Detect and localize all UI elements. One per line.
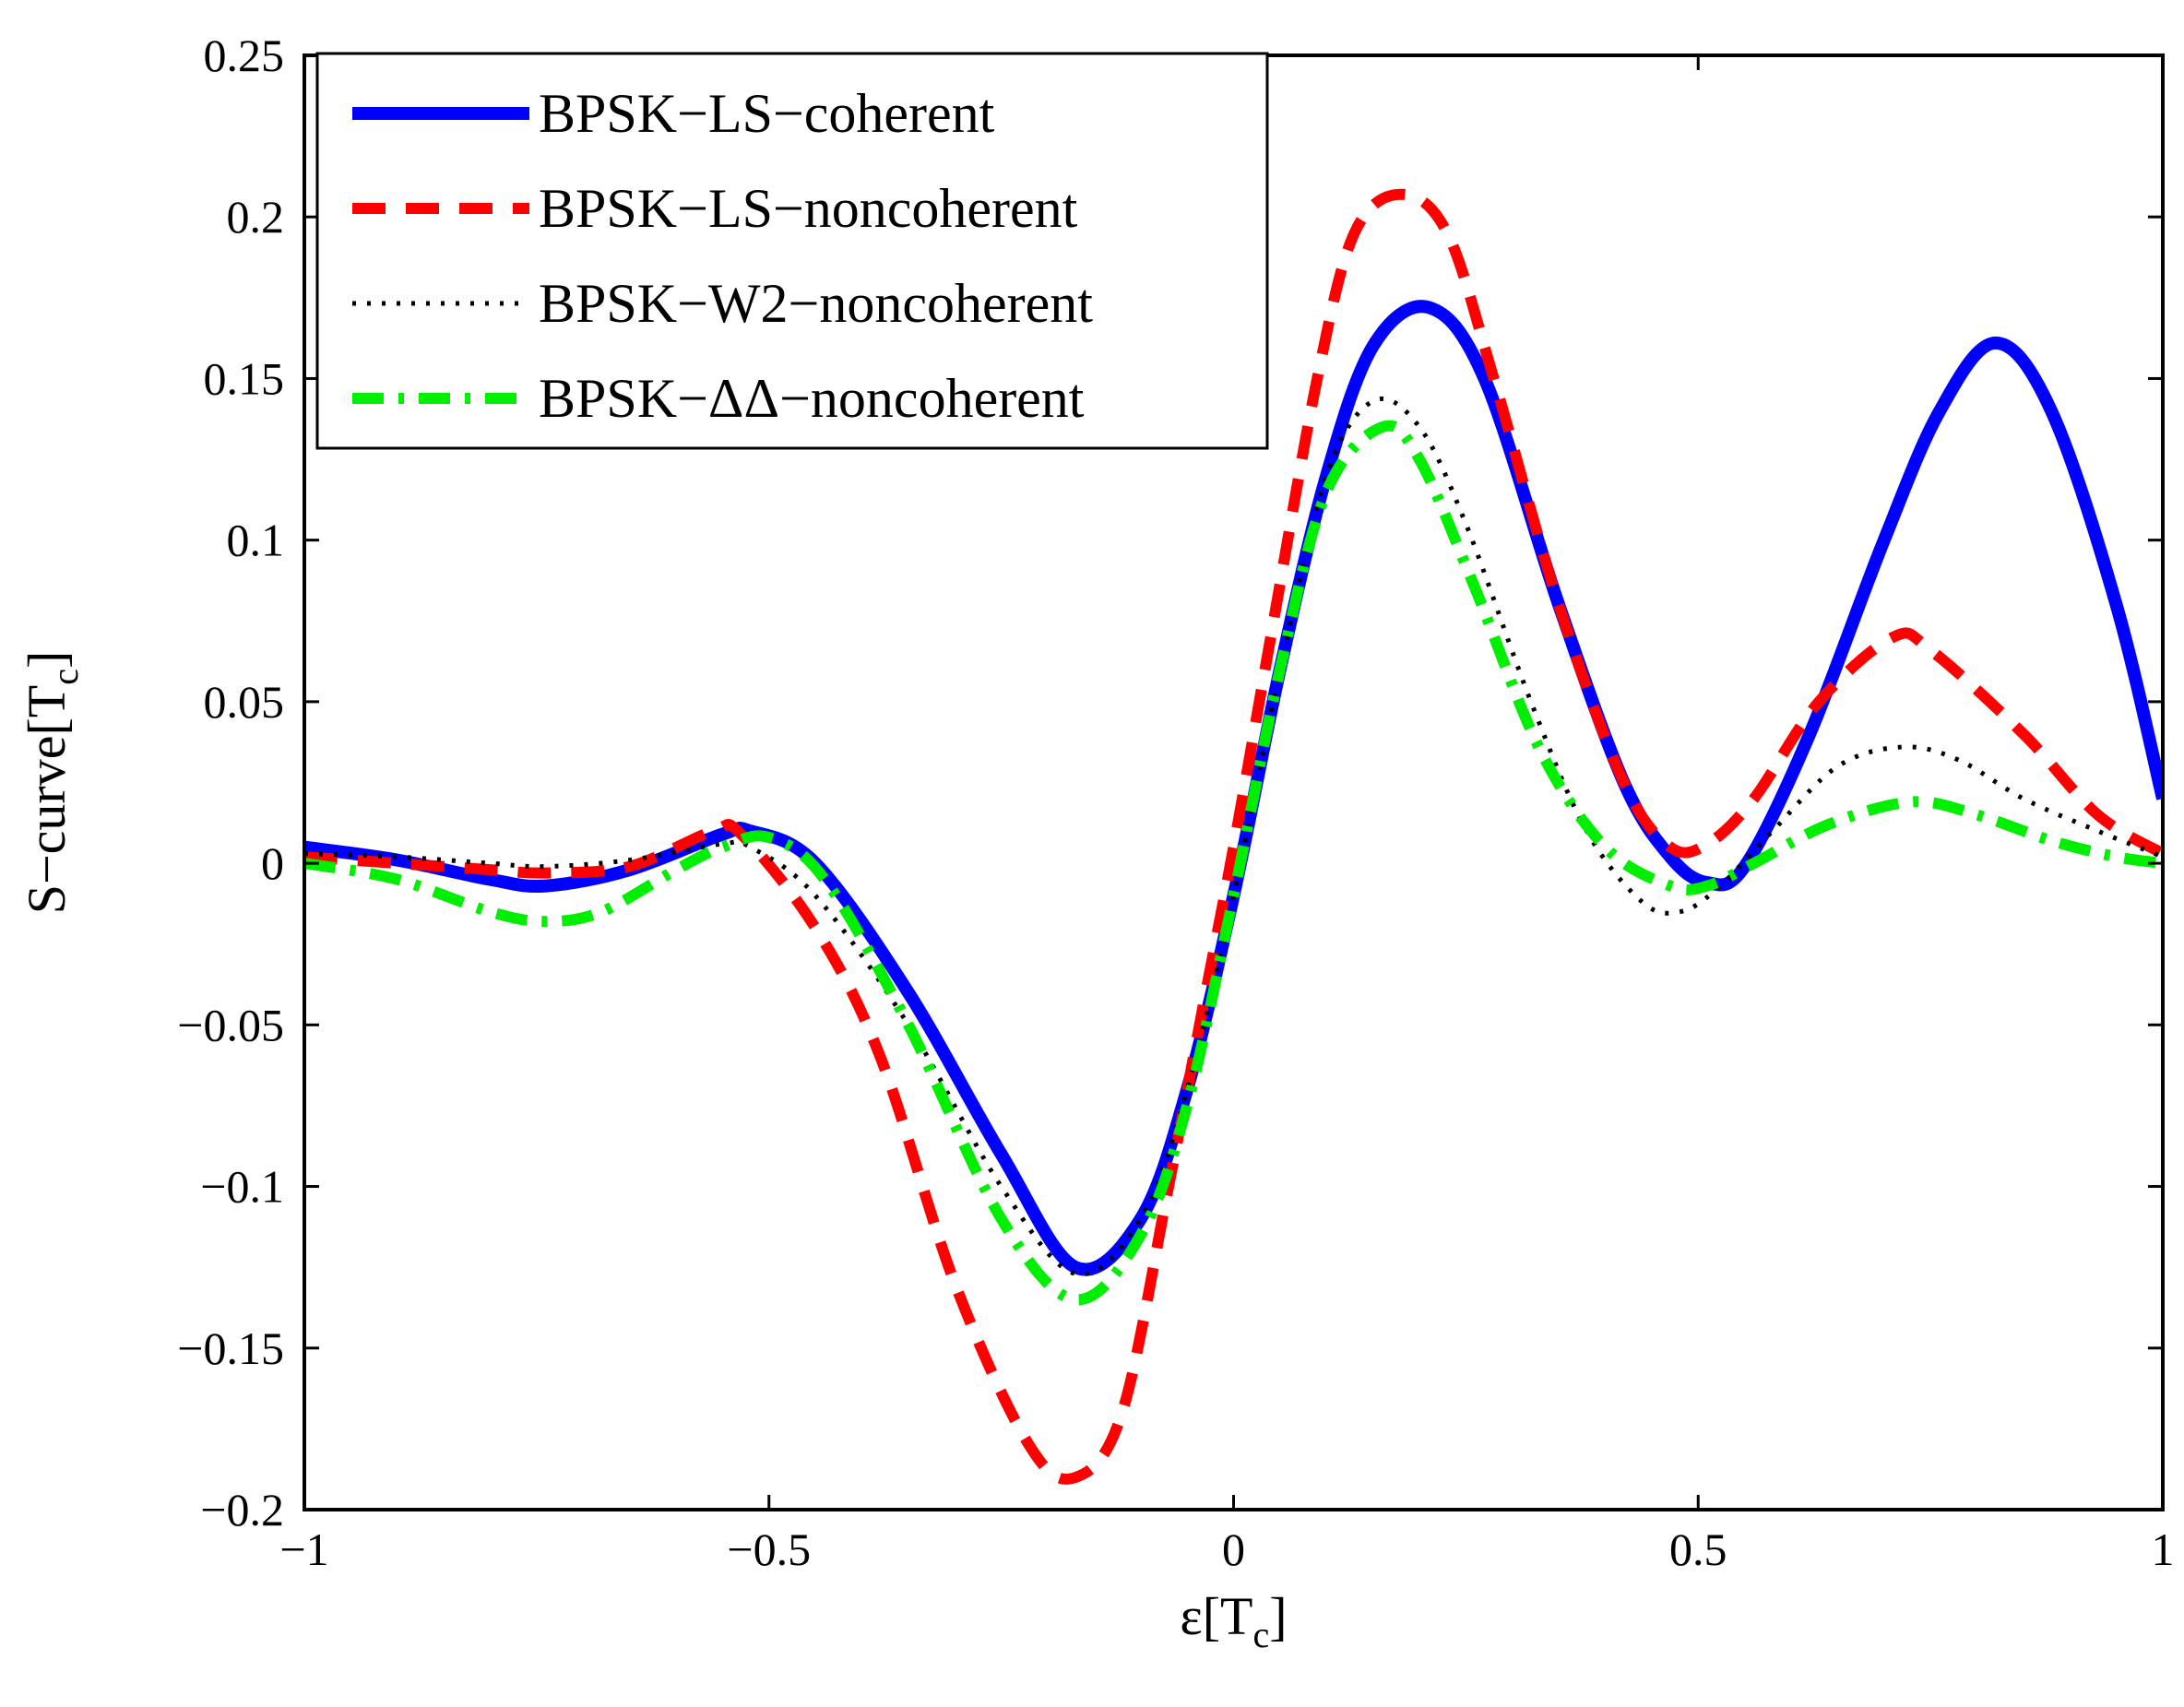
legend-items: BPSK−LS−coherent BPSK−LS−noncoherent BPSK−… xyxy=(352,83,1093,429)
y-tick-label: 0.2 xyxy=(227,191,285,243)
y-axis-label-main: S−curve[T xyxy=(17,685,77,915)
legend-label-1: BPSK−LS−coherent xyxy=(539,83,995,144)
series-layer xyxy=(304,188,2163,1485)
y-tick-label: −0.15 xyxy=(177,1322,284,1374)
y-axis-label: S−curve[Tc] xyxy=(17,651,86,915)
series-line-4 xyxy=(304,420,2163,1306)
x-axis-label: ε[Tc] xyxy=(1180,1586,1287,1655)
y-tick-label: 0.25 xyxy=(204,30,285,81)
y-axis-label-close: ] xyxy=(17,651,77,669)
y-tick-label: −0.1 xyxy=(200,1161,284,1213)
series-line-2 xyxy=(304,188,2163,1485)
x-tick-label: −0.5 xyxy=(727,1523,811,1575)
x-tick-label: 0.5 xyxy=(1669,1523,1727,1575)
y-axis-label-sub: c xyxy=(44,669,86,685)
y-tick-label: 0.15 xyxy=(204,352,285,404)
legend-label-2: BPSK−LS−noncoherent xyxy=(539,178,1078,239)
x-tick-label: 0 xyxy=(1222,1523,1245,1575)
x-axis-label-main: ε[T xyxy=(1180,1586,1252,1646)
y-tick-label: 0.05 xyxy=(204,676,285,728)
x-tick-label: 1 xyxy=(2152,1523,2175,1575)
series-line-3 xyxy=(304,396,2163,1277)
legend: BPSK−LS−coherent BPSK−LS−noncoherent BPSK−… xyxy=(315,52,1269,450)
y-tick-label: 0 xyxy=(261,837,284,889)
y-tick-label: 0.1 xyxy=(227,515,285,566)
y-tick-label: −0.2 xyxy=(200,1484,284,1535)
series-line-1 xyxy=(304,300,2163,1276)
legend-label-3: BPSK−W2−noncoherent xyxy=(539,273,1093,334)
x-tick-label: −1 xyxy=(279,1523,328,1575)
x-axis-label-sub: c xyxy=(1253,1614,1270,1655)
ticks-layer: −1 −0.5 0 0.5 1 −0.2 −0.15 −0.1 −0.05 0 0.05 0.1 0.1… xyxy=(177,30,2174,1575)
y-tick-label: −0.05 xyxy=(177,999,284,1050)
x-axis-label-close: ] xyxy=(1269,1586,1287,1646)
legend-label-4: BPSK−ΔΔ−noncoherent xyxy=(539,368,1085,429)
